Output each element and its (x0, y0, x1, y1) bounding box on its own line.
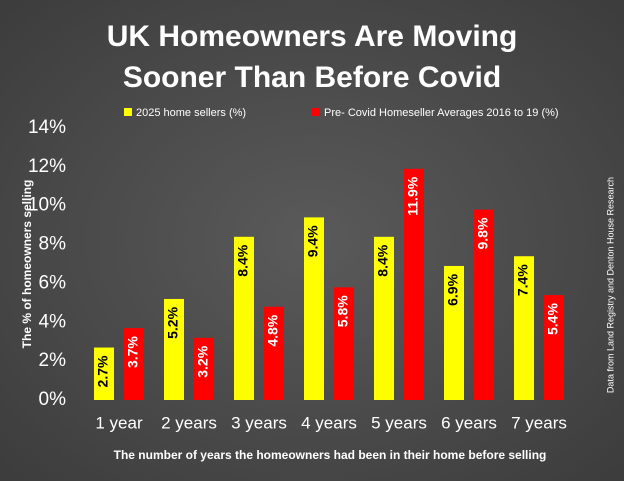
value-label: 4.8% (265, 314, 281, 346)
y-tick-label: 10% (28, 195, 66, 216)
bar (374, 236, 394, 400)
y-tick-label: 12% (28, 156, 66, 177)
legend-label: Pre- Covid Homeseller Averages 2016 to 1… (324, 107, 559, 119)
bar (404, 168, 424, 400)
y-tick-label: 6% (39, 272, 67, 293)
x-tick-label: 7 years (511, 413, 567, 432)
value-label: 9.8% (475, 217, 491, 249)
value-label: 8.4% (375, 244, 391, 276)
bar (544, 295, 564, 400)
bar (514, 256, 534, 400)
value-label: 6.9% (445, 273, 461, 305)
bar (264, 306, 284, 400)
x-tick-label: 6 years (441, 413, 497, 432)
value-label: 5.2% (165, 306, 181, 338)
y-tick-label: 0% (39, 389, 67, 410)
y-axis-label: The % of homeowners selling (20, 180, 34, 349)
x-tick-label: 2 years (161, 413, 217, 432)
legend-swatch (124, 108, 132, 116)
legend-label: 2025 home sellers (%) (136, 107, 246, 119)
bar (94, 347, 114, 400)
x-tick-label: 4 years (301, 413, 357, 432)
value-label: 8.4% (235, 244, 251, 276)
value-label: 11.9% (405, 176, 421, 215)
source-note: Data from Land Registry and Denton House… (605, 177, 615, 393)
y-tick-label: 4% (39, 311, 67, 332)
x-tick-label: 5 years (371, 413, 427, 432)
legend-swatch (312, 108, 320, 116)
y-tick-label: 8% (39, 234, 67, 255)
value-label: 7.4% (515, 264, 531, 296)
value-label: 9.4% (305, 225, 321, 257)
value-label: 3.2% (195, 345, 211, 377)
bar (164, 298, 184, 400)
x-tick-label: 3 years (231, 413, 287, 432)
y-tick-label: 14% (28, 117, 66, 138)
value-label: 3.7% (125, 336, 141, 368)
x-tick-label: 1 year (95, 413, 143, 432)
bar (304, 217, 324, 400)
bar (194, 337, 214, 400)
value-label: 5.4% (545, 303, 561, 335)
bar (124, 328, 144, 400)
bar (444, 265, 464, 400)
y-tick-label: 2% (39, 350, 67, 371)
bar (474, 209, 494, 400)
chart-title: UK Homeowners Are Moving Sooner Than Bef… (106, 20, 518, 94)
value-label: 2.7% (95, 355, 111, 387)
bar (334, 287, 354, 400)
value-label: 5.8% (335, 295, 351, 327)
bar (234, 236, 254, 400)
x-axis-label: The number of years the homeowners had b… (114, 448, 547, 462)
